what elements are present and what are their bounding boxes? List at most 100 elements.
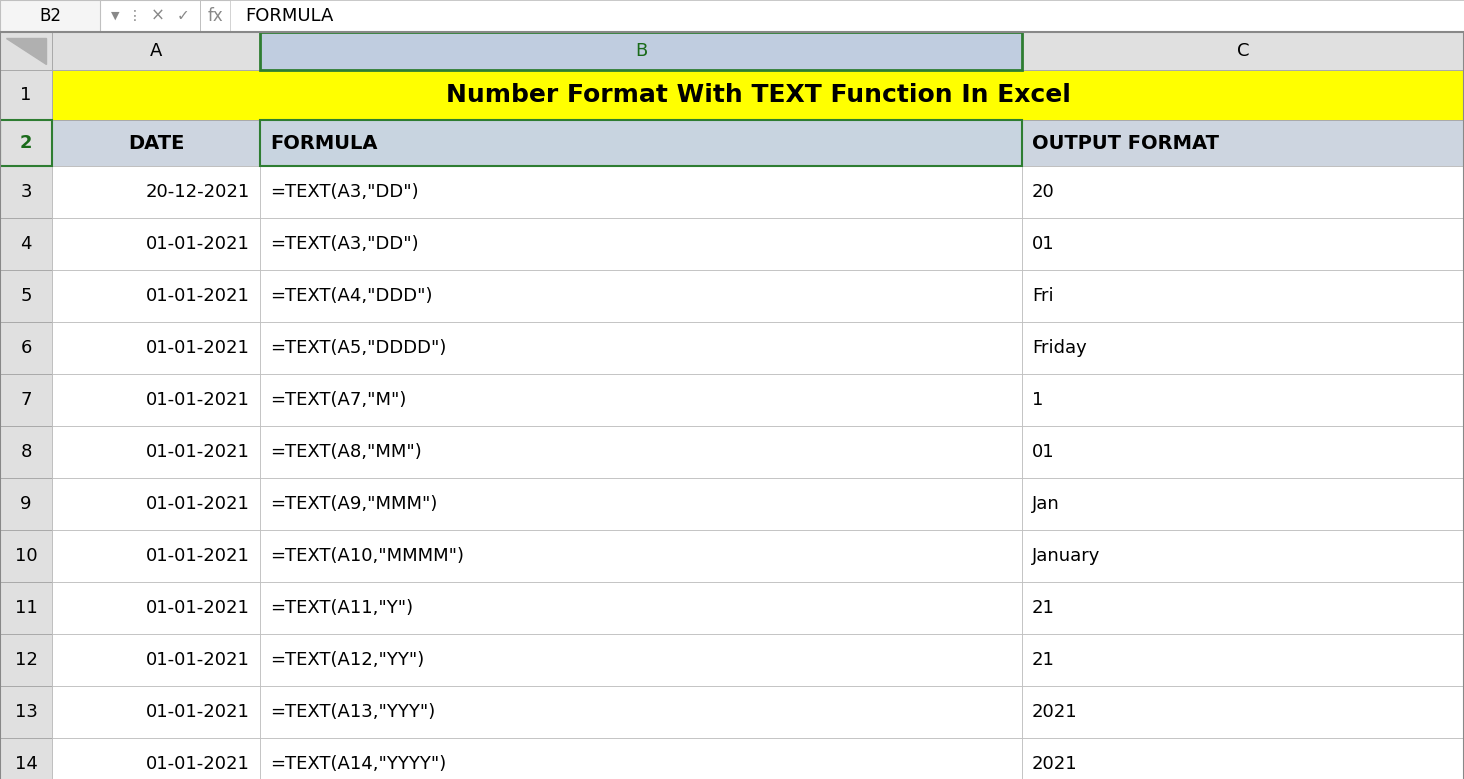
Bar	[53, 686, 261, 738]
Bar	[53, 32, 261, 70]
Text: =TEXT(A8,"MM"): =TEXT(A8,"MM")	[269, 443, 422, 461]
Bar	[0, 686, 53, 738]
Bar	[261, 634, 1022, 686]
Text: 4: 4	[20, 235, 32, 253]
Bar	[0, 120, 53, 166]
Text: 01-01-2021: 01-01-2021	[146, 391, 250, 409]
Text: 6: 6	[20, 339, 32, 357]
Text: 2: 2	[19, 134, 32, 152]
Bar	[53, 120, 261, 166]
Bar	[0, 738, 53, 779]
Text: Jan: Jan	[1032, 495, 1060, 513]
Bar	[261, 582, 1022, 634]
Text: ×: ×	[151, 7, 165, 25]
Text: 13: 13	[15, 703, 38, 721]
Text: =TEXT(A5,"DDDD"): =TEXT(A5,"DDDD")	[269, 339, 447, 357]
Bar	[1022, 634, 1464, 686]
Text: =TEXT(A12,"YY"): =TEXT(A12,"YY")	[269, 651, 425, 669]
Bar	[1022, 32, 1464, 70]
Bar	[1022, 530, 1464, 582]
Text: Fri: Fri	[1032, 287, 1054, 305]
Text: 12: 12	[15, 651, 38, 669]
Bar	[261, 166, 1022, 218]
Bar	[261, 120, 1022, 166]
Bar	[0, 0, 1464, 32]
Text: =TEXT(A7,"M"): =TEXT(A7,"M")	[269, 391, 407, 409]
Text: 1: 1	[20, 86, 32, 104]
Polygon shape	[6, 38, 45, 64]
Bar	[53, 530, 261, 582]
Bar	[1022, 738, 1464, 779]
Text: 01-01-2021: 01-01-2021	[146, 599, 250, 617]
Text: FORMULA: FORMULA	[244, 7, 334, 25]
Text: =TEXT(A10,"MMMM"): =TEXT(A10,"MMMM")	[269, 547, 464, 565]
Text: 9: 9	[20, 495, 32, 513]
Text: 14: 14	[15, 755, 38, 773]
Bar	[0, 32, 53, 70]
Text: 01: 01	[1032, 443, 1054, 461]
Bar	[0, 70, 53, 120]
Text: 20: 20	[1032, 183, 1054, 201]
Text: =TEXT(A11,"Y"): =TEXT(A11,"Y")	[269, 599, 413, 617]
Text: 3: 3	[20, 183, 32, 201]
Bar	[0, 426, 53, 478]
Bar	[53, 738, 261, 779]
Bar	[261, 374, 1022, 426]
Bar	[0, 0, 100, 32]
Text: 21: 21	[1032, 599, 1056, 617]
Bar	[261, 686, 1022, 738]
Bar	[53, 166, 261, 218]
Bar	[261, 32, 1022, 70]
Text: fx: fx	[206, 7, 223, 25]
Text: 01-01-2021: 01-01-2021	[146, 235, 250, 253]
Bar	[261, 322, 1022, 374]
Bar	[230, 0, 1464, 32]
Bar	[1022, 426, 1464, 478]
Text: FORMULA: FORMULA	[269, 133, 378, 153]
Text: OUTPUT FORMAT: OUTPUT FORMAT	[1032, 133, 1220, 153]
Text: =TEXT(A9,"MMM"): =TEXT(A9,"MMM")	[269, 495, 438, 513]
Text: January: January	[1032, 547, 1101, 565]
Bar	[261, 530, 1022, 582]
Bar	[53, 270, 261, 322]
Text: Friday: Friday	[1032, 339, 1086, 357]
Bar	[1022, 322, 1464, 374]
Bar	[0, 166, 53, 218]
Text: 2021: 2021	[1032, 755, 1078, 773]
Text: 01-01-2021: 01-01-2021	[146, 547, 250, 565]
Text: B: B	[635, 42, 647, 60]
Bar	[53, 582, 261, 634]
Bar	[53, 478, 261, 530]
Text: C: C	[1237, 42, 1249, 60]
Text: 10: 10	[15, 547, 37, 565]
Text: 01-01-2021: 01-01-2021	[146, 755, 250, 773]
Bar	[53, 218, 261, 270]
Bar	[0, 530, 53, 582]
Bar	[0, 218, 53, 270]
Bar	[1022, 120, 1464, 166]
Text: =TEXT(A3,"DD"): =TEXT(A3,"DD")	[269, 183, 419, 201]
Text: 01-01-2021: 01-01-2021	[146, 443, 250, 461]
Text: =TEXT(A13,"YYY"): =TEXT(A13,"YYY")	[269, 703, 435, 721]
Text: 8: 8	[20, 443, 32, 461]
Bar	[1022, 374, 1464, 426]
Bar	[1022, 478, 1464, 530]
Bar	[53, 634, 261, 686]
Text: 11: 11	[15, 599, 38, 617]
Bar	[0, 582, 53, 634]
Bar	[53, 374, 261, 426]
Text: 1: 1	[1032, 391, 1044, 409]
Bar	[261, 738, 1022, 779]
Text: A: A	[149, 42, 163, 60]
Bar	[1022, 218, 1464, 270]
Bar	[261, 270, 1022, 322]
Text: 01-01-2021: 01-01-2021	[146, 287, 250, 305]
Bar	[53, 322, 261, 374]
Text: 7: 7	[20, 391, 32, 409]
Text: 01: 01	[1032, 235, 1054, 253]
Text: =TEXT(A3,"DD"): =TEXT(A3,"DD")	[269, 235, 419, 253]
Text: ▼: ▼	[111, 11, 119, 21]
Bar	[1022, 270, 1464, 322]
Bar	[1022, 686, 1464, 738]
Bar	[1022, 166, 1464, 218]
